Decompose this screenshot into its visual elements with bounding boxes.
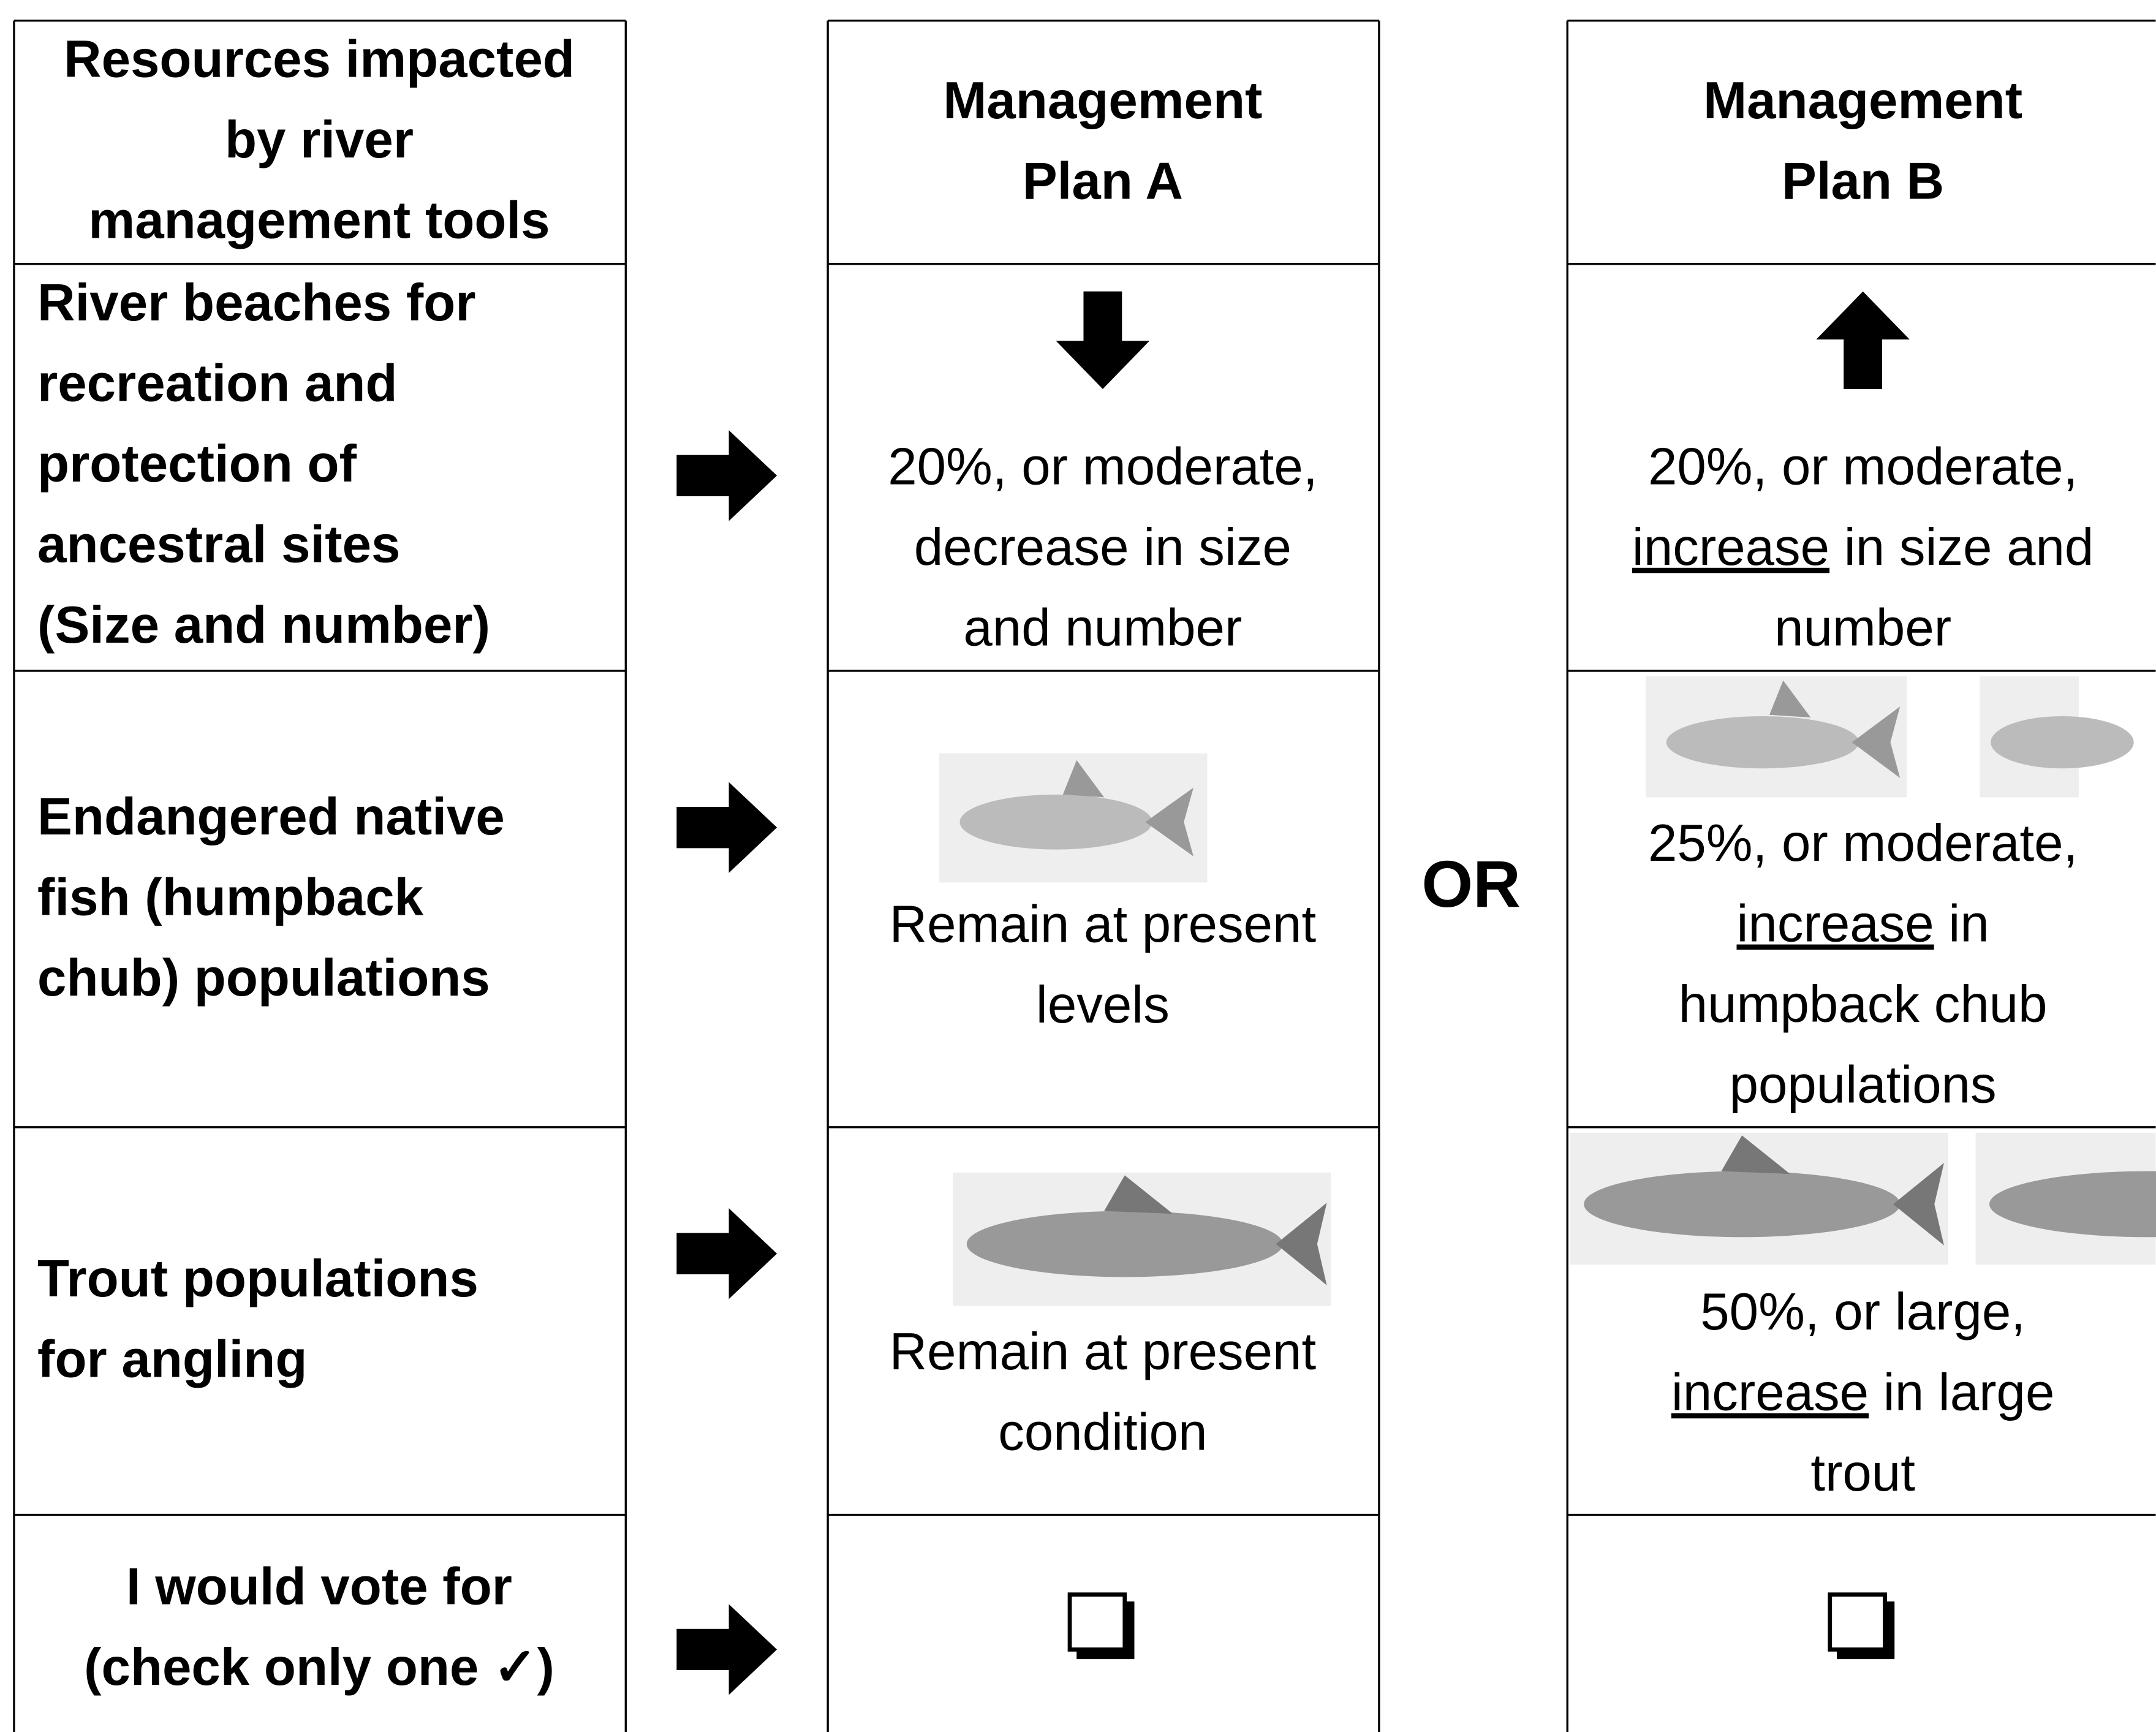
fish-images [939,676,2156,1306]
plan-a-outcome: Remain at present [890,1323,1317,1381]
text-segment: levels [1036,975,1170,1034]
resource-label: fish (humpback [37,868,424,926]
resource-label: for angling [37,1330,307,1388]
text-segment: in [1934,894,1989,953]
plan-a-outcome: levels [1036,975,1170,1034]
plan-a-outcome: 20%, or moderate, [888,437,1317,496]
plan-b-outcome: populations [1730,1056,1997,1114]
resource-label: (Size and number) [37,596,490,654]
text-segment: 20%, or moderate, [1648,437,2078,496]
resource-label: ancestral sites [37,515,400,573]
header-plan-b: Management [1703,72,2022,130]
header-resources: by river [225,111,414,169]
text-segment: trout [1810,1444,1915,1502]
text-segment: increase [1671,1363,1869,1421]
text-segment: Remain at present [890,895,1317,953]
table-borders [13,19,2156,1732]
text-segment: increase [1736,894,1934,953]
text-segment: humpback chub [1679,975,2048,1034]
checkbox-plan-b[interactable] [1828,1592,1887,1652]
resource-label: Trout populations [37,1250,478,1308]
plan-b-outcome: increase in [1736,894,1989,953]
header-resources: management tools [88,192,550,250]
text-segment: in size and [1829,518,2094,576]
header-plan-a: Plan A [1023,153,1183,211]
text-segment: number [1774,599,1951,657]
checkboxes[interactable] [1067,1592,1895,1660]
text-segment: populations [1730,1056,1997,1114]
resource-label: Endangered native [37,788,505,846]
plan-a-outcome: condition [998,1403,1207,1461]
text-segment: 50%, or large, [1700,1283,2026,1341]
text-segment: 25%, or moderate, [1648,814,2078,872]
up-arrow [1816,291,1910,389]
resource-label: recreation and [37,354,397,412]
header-resources: Resources impacted [64,31,575,89]
plan-b-outcome: 50%, or large, [1700,1283,2026,1341]
text-segment: and number [963,599,1242,657]
text-segment: Remain at present [890,1323,1317,1381]
text-segment: condition [998,1403,1207,1461]
resource-label: chub) populations [37,949,490,1007]
plan-a-outcome: decrease in size [914,518,1292,576]
plan-b-outcome: 25%, or moderate, [1648,814,2078,872]
text-segment: increase [1632,518,1829,576]
vote-label: I would vote for [126,1557,512,1616]
plan-b-outcome: trout [1810,1444,1915,1502]
plan-b-outcome: increase in size and [1632,518,2094,576]
resource-label: protection of [37,435,357,493]
plan-b-outcome: humpback chub [1679,975,2048,1034]
checkbox-plan-a[interactable] [1067,1592,1127,1652]
plan-a-outcome: Remain at present [890,895,1317,953]
text-segment: in large [1869,1363,2054,1421]
resource-label: River beaches for [37,274,475,332]
header-plan-b: Plan B [1782,153,1944,211]
vote-label: (check only one ✓) [84,1638,554,1696]
right-arrows [676,430,777,1695]
header-plan-a: Management [943,72,1262,130]
plan-b-outcome: 20%, or moderate, [1648,437,2078,496]
plan-b-outcome: number [1774,599,1951,657]
plan-b-outcome: increase in large [1671,1363,2055,1421]
down-arrow [1056,291,1150,389]
text-segment: 20%, or moderate, [888,437,1317,496]
or-separator: OR [1421,847,1521,921]
plan-a-outcome: and number [963,599,1242,657]
text-segment: decrease in size [914,518,1292,576]
